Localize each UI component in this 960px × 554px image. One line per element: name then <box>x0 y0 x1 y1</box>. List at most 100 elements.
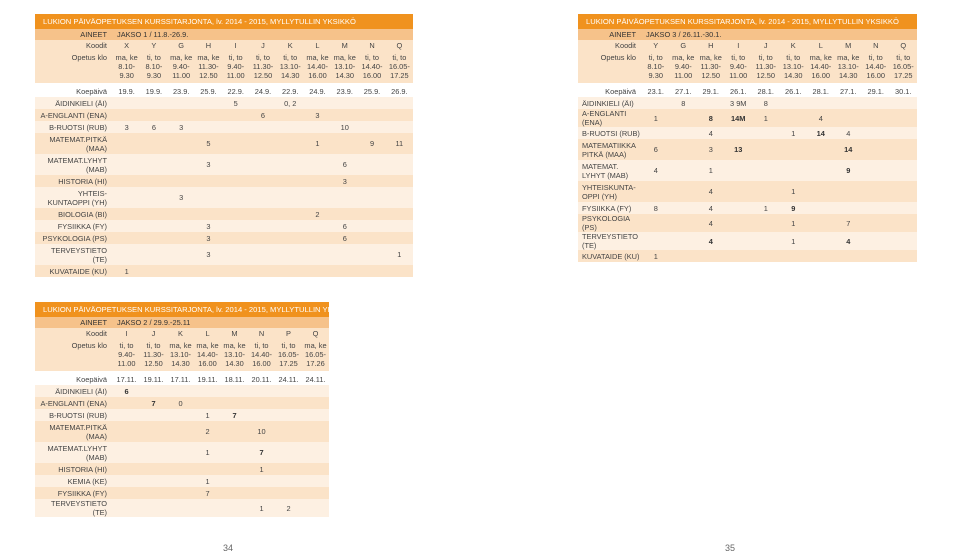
table-title: LUKION PÄIVÄOPETUKSEN KURSSITARJONTA, lv… <box>35 14 413 29</box>
course-count-cell <box>249 220 277 232</box>
time-cell: ti, to 16.05- 17.25 <box>385 51 413 83</box>
course-count-cell: 8 <box>669 97 697 109</box>
course-count-cell <box>697 97 725 109</box>
time-line: ma, ke <box>223 341 246 350</box>
table-row: HISTORIA (HI) 1 <box>35 463 329 475</box>
course-count-cell <box>221 487 248 499</box>
course-count-cell <box>140 385 167 397</box>
course-count-cell <box>862 97 890 109</box>
course-count-cell <box>194 121 223 133</box>
time-line: 14.40- <box>865 62 887 71</box>
course-count-cell <box>221 397 248 409</box>
table-row: MATEMAT.PITKÄ (MAA) 5 1 9 11 <box>35 133 413 154</box>
time-line: 8.10- <box>647 62 665 71</box>
course-count-cell <box>862 181 890 202</box>
course-count-cell <box>642 97 670 109</box>
course-count-cell <box>194 499 221 517</box>
date-cell: 23.1. <box>642 86 670 97</box>
subject-name: TERVEYSTIETO (TE) <box>35 244 113 265</box>
subject-name: MATEMAT.PITKÄ (MAA) <box>35 421 113 442</box>
course-count-cell <box>779 160 807 181</box>
time-cell: ma, ke 13.10- 14.30 <box>167 339 194 371</box>
time-cell: ma, ke 14.40- 16.00 <box>807 51 835 83</box>
course-count-cell <box>194 97 223 109</box>
course-count-cell <box>385 208 413 220</box>
course-count-cell <box>331 265 359 277</box>
course-count-cell: 3 <box>167 121 195 133</box>
time-line: ti, to <box>255 53 270 62</box>
time-line: 14.30 <box>225 359 244 368</box>
subject-name: B-RUOTSI (RUB) <box>35 409 113 421</box>
course-count-cell <box>113 220 141 232</box>
course-count-cell <box>358 220 386 232</box>
course-count-cell <box>834 202 862 214</box>
table-row: MATEMATIIKKA PITKÄ (MAA) 6 3 13 14 <box>578 139 917 160</box>
time-line: ma, ke <box>699 53 722 62</box>
course-count-cell <box>222 175 250 187</box>
time-line: 17.26 <box>306 359 325 368</box>
date-cell: 24.9. <box>249 86 277 97</box>
code-cell: M <box>331 40 359 51</box>
course-count-cell <box>275 385 302 397</box>
course-count-cell: 9 <box>358 133 386 154</box>
course-count-cell: 14 <box>834 139 862 160</box>
course-count-cell <box>358 175 386 187</box>
koodit-label: Koodit <box>35 328 113 339</box>
time-line: 13.10- <box>224 350 245 359</box>
course-count-cell <box>358 232 386 244</box>
course-count-cell <box>249 97 277 109</box>
course-count-cell <box>385 154 413 175</box>
time-line: 13.10- <box>279 62 301 71</box>
course-count-cell <box>331 208 359 220</box>
date-cell: 19.9. <box>140 86 168 97</box>
time-line: 16.00 <box>308 71 327 80</box>
time-cell: ti, to 16.05- 17.25 <box>889 51 917 83</box>
course-count-cell: 2 <box>194 421 221 442</box>
time-line: ti, to <box>786 53 801 62</box>
course-count-cell: 7 <box>221 409 248 421</box>
date-cell: 25.9. <box>358 86 386 97</box>
course-count-cell <box>779 109 807 127</box>
code-cell: N <box>862 40 890 51</box>
date-cell: 19.9. <box>113 86 141 97</box>
time-line: ma, ke <box>809 53 832 62</box>
course-count-cell: 1 <box>113 265 141 277</box>
course-count-cell <box>385 220 413 232</box>
table-jakso-3: LUKION PÄIVÄOPETUKSEN KURSSITARJONTA, lv… <box>578 14 917 262</box>
course-count-cell <box>167 385 194 397</box>
course-count-cell: 4 <box>834 127 862 139</box>
course-count-cell <box>113 487 140 499</box>
course-count-cell <box>385 232 413 244</box>
time-line: 12.50 <box>199 71 218 80</box>
course-count-cell <box>113 97 141 109</box>
date-cell: 19.11. <box>194 374 221 385</box>
course-count-cell <box>276 187 304 208</box>
course-count-cell <box>276 121 304 133</box>
course-count-cell <box>807 139 835 160</box>
table-row: TERVEYSTIETO (TE) 3 1 <box>35 244 413 265</box>
date-cell: 17.11. <box>113 374 140 385</box>
course-count-cell <box>276 220 304 232</box>
time-line: ma, ke <box>197 53 220 62</box>
date-cell: 20.11. <box>248 374 275 385</box>
time-cell: ti, to 13.10- 14.30 <box>779 51 807 83</box>
code-cell: L <box>194 328 221 339</box>
date-cell: 23.9. <box>331 86 359 97</box>
course-count-cell <box>194 109 223 121</box>
code-cell: H <box>697 40 725 51</box>
course-count-cell <box>248 487 275 499</box>
course-count-cell <box>222 187 250 208</box>
course-count-cell <box>140 154 168 175</box>
time-line: 17.25 <box>894 71 913 80</box>
course-count-cell <box>889 109 917 127</box>
course-count-cell <box>302 385 329 397</box>
course-count-cell: 6 <box>331 154 359 175</box>
course-count-cell <box>276 154 304 175</box>
subject-name: TERVEYSTIETO (TE) <box>578 232 642 250</box>
course-count-cell: 7 <box>140 397 167 409</box>
date-cell: 27.1. <box>669 86 697 97</box>
table-row: KEMIA (KE) 1 <box>35 475 329 487</box>
time-cell: ti, to 11.30- 12.50 <box>249 51 277 83</box>
course-count-cell <box>752 250 780 262</box>
jakso-label: JAKSO 1 / 11.8.-26.9. <box>113 29 413 40</box>
